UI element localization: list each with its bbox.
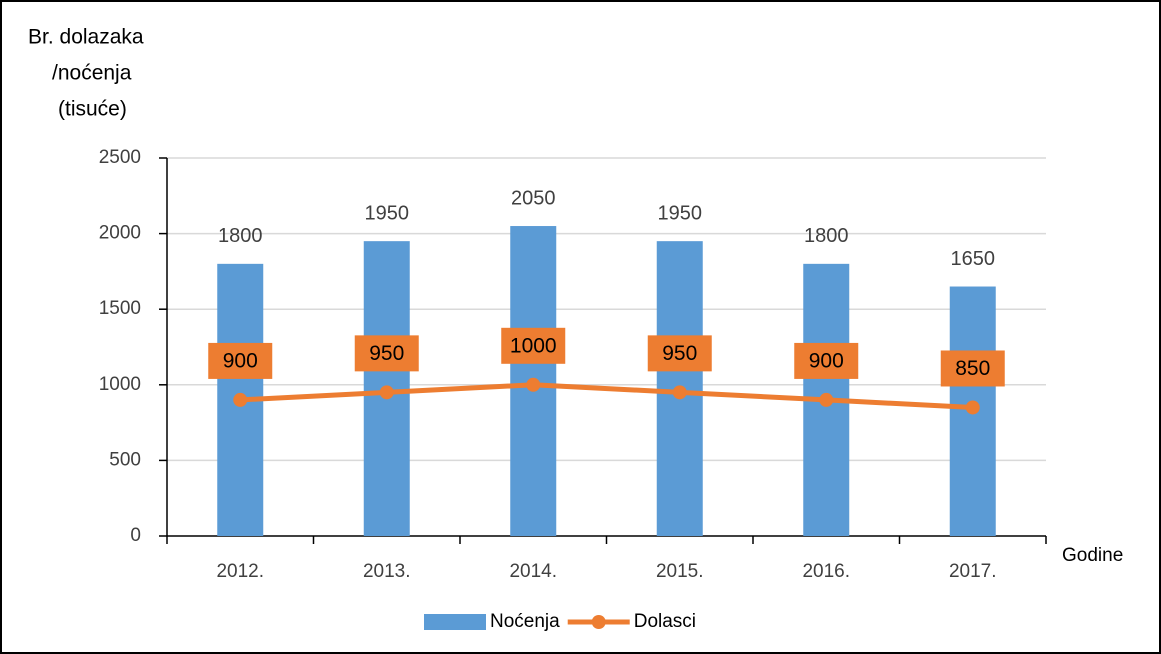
bar-value-label: 1800 [804, 225, 849, 247]
legend-label: Dolasci [634, 611, 696, 632]
bar-value-label: 1950 [658, 202, 703, 224]
x-tick-label: 2012. [216, 561, 264, 582]
x-tick-label: 2013. [363, 561, 411, 582]
x-axis-label: Godine [1062, 545, 1123, 566]
line-value-box [208, 342, 273, 379]
bar-value-label: 1950 [365, 202, 410, 224]
line-value-label: 900 [223, 349, 258, 372]
legend-swatch-marker [591, 615, 606, 629]
legend-label: Noćenja [490, 611, 560, 632]
x-tick-label: 2016. [802, 561, 850, 582]
x-tick-label: 2014. [509, 561, 557, 582]
line-marker [965, 400, 980, 415]
x-tick-label: 2015. [656, 561, 704, 582]
y-tick-label: 2500 [99, 147, 141, 168]
y-tick-label: 1000 [99, 374, 141, 395]
y-tick-label: 500 [109, 449, 141, 470]
line-value-label: 1000 [510, 334, 557, 357]
line [240, 382, 973, 410]
bar-value-label: 1650 [951, 248, 996, 270]
y-tick-label: 2000 [99, 223, 141, 244]
line-marker [233, 392, 248, 407]
y-axis-label: /noćenja [52, 62, 132, 85]
line-value-label: 900 [809, 349, 844, 372]
line-value-label: 950 [369, 342, 404, 365]
x-tick-label: 2017. [949, 561, 997, 582]
line-value-box [354, 335, 419, 372]
line-value-label: 950 [662, 342, 697, 365]
line-value-box [794, 342, 859, 379]
line-marker [526, 377, 541, 392]
y-axis-label: (tisuće) [58, 98, 127, 121]
line-value-label: 850 [955, 357, 990, 380]
y-tick-label: 1500 [99, 298, 141, 319]
y-tick-label: 0 [130, 525, 141, 546]
line-marker [819, 392, 834, 407]
line-value-box [647, 335, 712, 372]
legend-swatch [424, 614, 486, 630]
line-value-box [940, 350, 1005, 387]
line-marker [672, 385, 687, 400]
bar-value-label: 2050 [511, 187, 556, 209]
bar-value-label: 1800 [218, 225, 263, 247]
line-value-box [501, 327, 566, 364]
y-axis-label: Br. dolazaka [28, 26, 144, 49]
line-marker [379, 385, 394, 400]
